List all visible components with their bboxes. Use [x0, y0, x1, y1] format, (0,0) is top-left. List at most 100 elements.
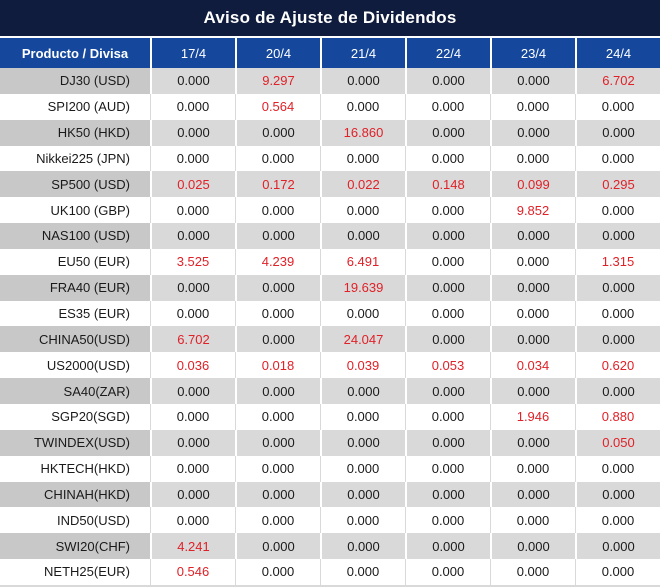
product-cell: SGP20(SGD): [0, 403, 150, 430]
value-cell: 0.039: [320, 352, 405, 379]
value-cell: 0.000: [235, 429, 320, 456]
table-row: SPI200 (AUD) 0.000 0.564 0.000 0.000 0.000 0.…: [0, 93, 660, 120]
value-cell: 0.000: [575, 119, 660, 146]
value-cell: 4.239: [235, 248, 320, 275]
value-cell: 0.000: [405, 145, 490, 172]
value-cell: 0.000: [320, 68, 405, 94]
value-cell: 0.000: [320, 455, 405, 482]
value-cell: 0.000: [490, 455, 575, 482]
value-cell: 9.297: [235, 68, 320, 94]
value-cell: 0.000: [490, 429, 575, 456]
value-cell: 0.000: [405, 248, 490, 275]
value-cell: 19.639: [320, 274, 405, 301]
header-date-cell: 21/4: [320, 38, 405, 68]
value-cell: 0.000: [490, 93, 575, 120]
value-cell: 0.000: [235, 403, 320, 430]
value-cell: 0.036: [150, 352, 235, 379]
value-cell: 0.099: [490, 171, 575, 198]
value-cell: 0.000: [405, 378, 490, 404]
product-cell: SA40(ZAR): [0, 378, 150, 404]
value-cell: 0.000: [235, 481, 320, 508]
value-cell: 0.000: [405, 455, 490, 482]
value-cell: 0.000: [150, 378, 235, 404]
value-cell: 0.000: [235, 559, 320, 585]
value-cell: 0.018: [235, 352, 320, 379]
value-cell: 0.000: [405, 429, 490, 456]
value-cell: 0.000: [320, 429, 405, 456]
product-cell: HKTECH(HKD): [0, 455, 150, 482]
value-cell: 0.000: [490, 145, 575, 172]
value-cell: 24.047: [320, 326, 405, 353]
table-row: NAS100 (USD) 0.000 0.000 0.000 0.000 0.000 0.…: [0, 223, 660, 249]
product-cell: EU50 (EUR): [0, 248, 150, 275]
value-cell: 0.034: [490, 352, 575, 379]
value-cell: 0.000: [575, 300, 660, 327]
product-cell: NAS100 (USD): [0, 223, 150, 249]
product-cell: HK50 (HKD): [0, 119, 150, 146]
product-cell: SPI200 (AUD): [0, 93, 150, 120]
header-date-cell: 24/4: [575, 38, 660, 68]
value-cell: 0.000: [490, 119, 575, 146]
value-cell: 0.000: [405, 119, 490, 146]
header-date-cell: 23/4: [490, 38, 575, 68]
value-cell: 0.000: [320, 93, 405, 120]
value-cell: 0.025: [150, 171, 235, 198]
table-body: DJ30 (USD) 0.000 9.297 0.000 0.000 0.000 6.70…: [0, 68, 660, 587]
product-cell: CHINAH(HKD): [0, 481, 150, 508]
table-row: UK100 (GBP) 0.000 0.000 0.000 0.000 9.852 0.0…: [0, 197, 660, 224]
table-row: EU50 (EUR) 3.525 4.239 6.491 0.000 0.000 1.31…: [0, 248, 660, 275]
product-cell: FRA40 (EUR): [0, 274, 150, 301]
value-cell: 0.000: [150, 145, 235, 172]
product-cell: Nikkei225 (JPN): [0, 145, 150, 172]
table-row: SP500 (USD) 0.025 0.172 0.022 0.148 0.099 0.2…: [0, 171, 660, 198]
value-cell: 0.000: [320, 223, 405, 249]
value-cell: 6.702: [150, 326, 235, 353]
value-cell: 0.564: [235, 93, 320, 120]
product-cell: NETH25(EUR): [0, 559, 150, 585]
value-cell: 0.000: [490, 300, 575, 327]
product-cell: CHINA50(USD): [0, 326, 150, 353]
header-date-cell: 20/4: [235, 38, 320, 68]
value-cell: 0.000: [150, 403, 235, 430]
value-cell: 0.000: [575, 93, 660, 120]
value-cell: 0.000: [490, 533, 575, 560]
header-product-divisa: Producto / Divisa: [21, 45, 129, 61]
value-cell: 0.000: [235, 378, 320, 404]
table-row: NETH25(EUR) 0.546 0.000 0.000 0.000 0.000 0.0…: [0, 559, 660, 585]
table-row: SWI20(CHF) 4.241 0.000 0.000 0.000 0.000 0.00…: [0, 533, 660, 560]
value-cell: 0.000: [150, 300, 235, 327]
value-cell: 0.000: [405, 300, 490, 327]
value-cell: 0.000: [235, 119, 320, 146]
table-row: IND50(USD) 0.000 0.000 0.000 0.000 0.000 0.00…: [0, 507, 660, 534]
table-row: ES35 (EUR) 0.000 0.000 0.000 0.000 0.000 0.00…: [0, 300, 660, 327]
table-row: SA40(ZAR) 0.000 0.000 0.000 0.000 0.000 0.000: [0, 378, 660, 404]
value-cell: 0.000: [150, 119, 235, 146]
table-row: HK50 (HKD) 0.000 0.000 16.860 0.000 0.000 0.0…: [0, 119, 660, 146]
value-cell: 0.000: [575, 455, 660, 482]
value-cell: 0.000: [235, 197, 320, 224]
value-cell: 0.000: [150, 481, 235, 508]
value-cell: 0.000: [405, 326, 490, 353]
value-cell: 0.000: [490, 248, 575, 275]
value-cell: 0.000: [150, 507, 235, 534]
value-cell: 0.000: [575, 559, 660, 585]
value-cell: 9.852: [490, 197, 575, 224]
value-cell: 0.000: [575, 274, 660, 301]
value-cell: 0.000: [320, 507, 405, 534]
value-cell: 0.000: [490, 481, 575, 508]
product-cell: IND50(USD): [0, 507, 150, 534]
product-cell: SP500 (USD): [0, 171, 150, 198]
value-cell: 0.000: [235, 223, 320, 249]
value-cell: 0.880: [575, 403, 660, 430]
value-cell: 0.000: [575, 197, 660, 224]
value-cell: 0.000: [150, 68, 235, 94]
value-cell: 0.022: [320, 171, 405, 198]
value-cell: 0.000: [320, 300, 405, 327]
value-cell: 0.000: [575, 481, 660, 508]
value-cell: 1.315: [575, 248, 660, 275]
value-cell: 0.000: [405, 533, 490, 560]
product-cell: TWINDEX(USD): [0, 429, 150, 456]
table-row: SGP20(SGD) 0.000 0.000 0.000 0.000 1.946 0.88…: [0, 403, 660, 430]
value-cell: 0.000: [235, 145, 320, 172]
